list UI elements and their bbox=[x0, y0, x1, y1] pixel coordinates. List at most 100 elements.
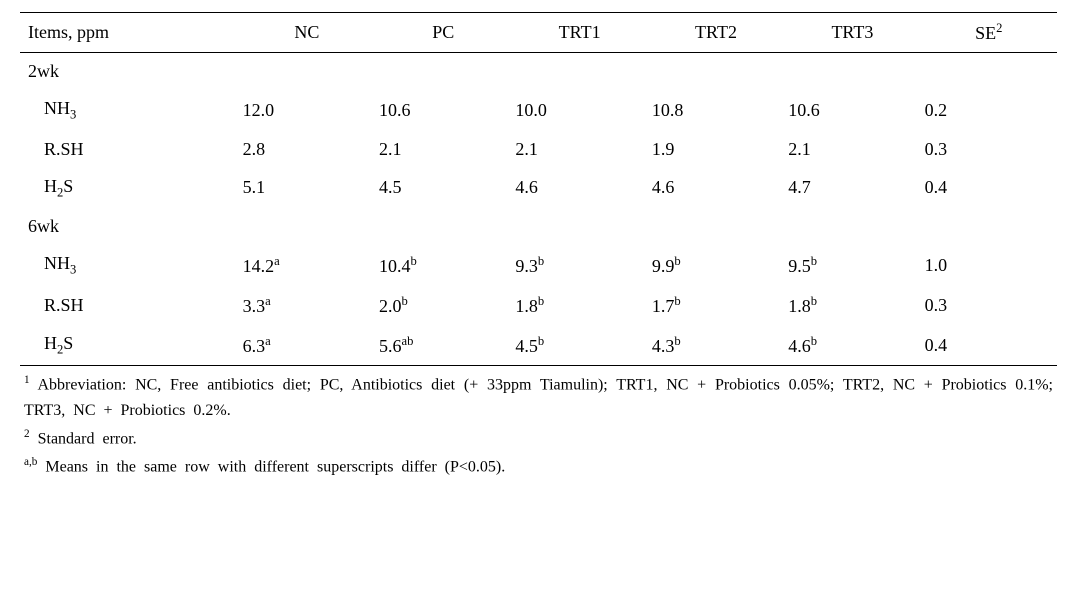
footnote-1-text: Abbreviation: NC, Free antibiotics diet;… bbox=[24, 377, 1053, 420]
cell-superscript: b bbox=[674, 294, 680, 308]
data-cell: 2.1 bbox=[511, 131, 647, 168]
empty-cell bbox=[375, 53, 511, 91]
cell-value: 4.5 bbox=[379, 177, 402, 197]
table-row: NH312.010.610.010.810.60.2 bbox=[20, 90, 1057, 131]
cell-value: 5.1 bbox=[243, 177, 266, 197]
cell-value: 4.5 bbox=[515, 336, 538, 356]
cell-value: 1.9 bbox=[652, 139, 675, 159]
empty-cell bbox=[648, 53, 784, 91]
row-label: NH3 bbox=[20, 90, 239, 131]
cell-value: 2.1 bbox=[379, 139, 402, 159]
cell-superscript: ab bbox=[402, 334, 414, 348]
data-cell: 1.9 bbox=[648, 131, 784, 168]
cell-value: 4.6 bbox=[652, 177, 675, 197]
footnote-2: 2 Standard error. bbox=[24, 426, 1053, 452]
data-cell: 10.8 bbox=[648, 90, 784, 131]
footnote-2-text: Standard error. bbox=[30, 430, 137, 447]
data-cell: 2.1 bbox=[375, 131, 511, 168]
se-cell: 0.2 bbox=[921, 90, 1057, 131]
header-trt2: TRT2 bbox=[648, 13, 784, 53]
header-se-sup: 2 bbox=[996, 21, 1002, 35]
header-se-label: SE bbox=[975, 23, 996, 43]
cell-superscript: b bbox=[811, 254, 817, 268]
data-table: Items, ppm NC PC TRT1 TRT2 TRT3 SE2 2wkN… bbox=[20, 12, 1057, 366]
cell-value: 2.0 bbox=[379, 296, 402, 316]
data-cell: 10.4b bbox=[375, 245, 511, 286]
data-cell: 9.9b bbox=[648, 245, 784, 286]
cell-value: 10.6 bbox=[379, 100, 411, 120]
table-row: H2S6.3a5.6ab4.5b4.3b4.6b0.4 bbox=[20, 325, 1057, 366]
header-items: Items, ppm bbox=[20, 13, 239, 53]
table-row: H2S5.14.54.64.64.70.4 bbox=[20, 168, 1057, 209]
empty-cell bbox=[511, 53, 647, 91]
cell-superscript: b bbox=[674, 334, 680, 348]
cell-superscript: b bbox=[674, 254, 680, 268]
data-cell: 4.7 bbox=[784, 168, 920, 209]
cell-superscript: b bbox=[811, 334, 817, 348]
cell-superscript: a bbox=[265, 294, 271, 308]
cell-value: 9.9 bbox=[652, 256, 675, 276]
se-cell: 1.0 bbox=[921, 245, 1057, 286]
empty-cell bbox=[511, 208, 647, 245]
row-label: H2S bbox=[20, 325, 239, 366]
data-cell: 1.8b bbox=[784, 286, 920, 325]
data-cell: 4.6 bbox=[648, 168, 784, 209]
row-label: NH3 bbox=[20, 245, 239, 286]
row-label: R.SH bbox=[20, 131, 239, 168]
section-label: 6wk bbox=[20, 208, 239, 245]
table-header-row: Items, ppm NC PC TRT1 TRT2 TRT3 SE2 bbox=[20, 13, 1057, 53]
table-row: NH314.2a10.4b9.3b9.9b9.5b1.0 bbox=[20, 245, 1057, 286]
cell-value: 9.5 bbox=[788, 256, 811, 276]
cell-value: 2.1 bbox=[788, 139, 811, 159]
cell-value: 10.6 bbox=[788, 100, 820, 120]
data-cell: 10.0 bbox=[511, 90, 647, 131]
cell-value: 14.2 bbox=[243, 256, 275, 276]
data-cell: 14.2a bbox=[239, 245, 375, 286]
empty-cell bbox=[239, 208, 375, 245]
footnotes: 1 Abbreviation: NC, Free antibiotics die… bbox=[20, 372, 1057, 479]
data-cell: 9.5b bbox=[784, 245, 920, 286]
cell-superscript: b bbox=[411, 254, 417, 268]
header-trt3: TRT3 bbox=[784, 13, 920, 53]
data-cell: 4.5b bbox=[511, 325, 647, 366]
cell-value: 9.3 bbox=[515, 256, 538, 276]
data-cell: 5.6ab bbox=[375, 325, 511, 366]
empty-cell bbox=[239, 53, 375, 91]
footnote-1: 1 Abbreviation: NC, Free antibiotics die… bbox=[24, 372, 1053, 424]
footnote-3: a,b Means in the same row with different… bbox=[24, 454, 1053, 480]
cell-value: 10.0 bbox=[515, 100, 547, 120]
header-pc: PC bbox=[375, 13, 511, 53]
data-cell: 10.6 bbox=[375, 90, 511, 131]
data-cell: 2.1 bbox=[784, 131, 920, 168]
data-cell: 10.6 bbox=[784, 90, 920, 131]
empty-cell bbox=[784, 53, 920, 91]
footnote-3-text: Means in the same row with different sup… bbox=[37, 458, 505, 475]
table-row: R.SH3.3a2.0b1.8b1.7b1.8b0.3 bbox=[20, 286, 1057, 325]
header-nc: NC bbox=[239, 13, 375, 53]
data-cell: 1.7b bbox=[648, 286, 784, 325]
data-cell: 4.3b bbox=[648, 325, 784, 366]
cell-value: 5.6 bbox=[379, 336, 402, 356]
cell-value: 2.1 bbox=[515, 139, 538, 159]
data-cell: 4.5 bbox=[375, 168, 511, 209]
cell-value: 6.3 bbox=[243, 336, 266, 356]
table-section-row: 2wk bbox=[20, 53, 1057, 91]
cell-superscript: b bbox=[402, 294, 408, 308]
table-row: R.SH2.82.12.11.92.10.3 bbox=[20, 131, 1057, 168]
data-cell: 4.6b bbox=[784, 325, 920, 366]
empty-cell bbox=[921, 208, 1057, 245]
cell-value: 3.3 bbox=[243, 296, 266, 316]
cell-value: 4.7 bbox=[788, 177, 811, 197]
cell-value: 12.0 bbox=[243, 100, 275, 120]
data-cell: 5.1 bbox=[239, 168, 375, 209]
footnote-3-sup: a,b bbox=[24, 456, 37, 468]
cell-superscript: a bbox=[265, 334, 271, 348]
data-cell: 1.8b bbox=[511, 286, 647, 325]
cell-value: 1.8 bbox=[515, 296, 538, 316]
data-cell: 12.0 bbox=[239, 90, 375, 131]
data-cell: 3.3a bbox=[239, 286, 375, 325]
cell-value: 1.7 bbox=[652, 296, 675, 316]
section-label: 2wk bbox=[20, 53, 239, 91]
empty-cell bbox=[921, 53, 1057, 91]
empty-cell bbox=[375, 208, 511, 245]
